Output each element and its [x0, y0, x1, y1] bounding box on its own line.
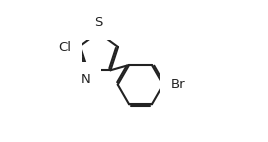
- Text: N: N: [80, 73, 90, 86]
- Text: Cl: Cl: [58, 40, 71, 54]
- Text: S: S: [94, 16, 102, 29]
- Text: Br: Br: [170, 78, 185, 91]
